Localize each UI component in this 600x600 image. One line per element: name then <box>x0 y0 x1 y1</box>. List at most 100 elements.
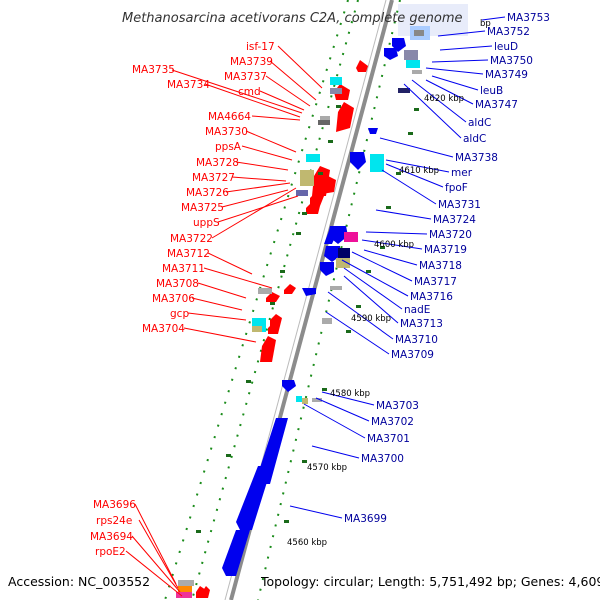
feature-box <box>176 592 192 598</box>
feature-box <box>302 398 308 404</box>
feature-box <box>406 60 420 68</box>
label-connector-left <box>125 550 183 597</box>
gene-arrow-reverse <box>236 466 272 530</box>
features-layer <box>176 26 430 598</box>
track-tick <box>366 270 371 273</box>
feature-box <box>370 154 384 172</box>
kbp-mark-4600: 4600 kbp <box>374 240 414 250</box>
label-connector-left <box>231 176 287 182</box>
label-connector-left <box>203 267 273 289</box>
gene-label-left: MA3737 <box>224 71 267 83</box>
gene-label-right: MA3750 <box>490 55 533 67</box>
kbp-mark-4590: 4590 kbp <box>351 314 391 324</box>
gene-label-left: MA3735 <box>132 64 175 76</box>
label-connector-right <box>437 30 486 37</box>
track-tick <box>226 454 231 457</box>
gene-label-left: MA3694 <box>90 531 133 543</box>
track-tick <box>322 388 327 391</box>
track-tick <box>336 105 341 108</box>
label-connector-right <box>363 249 418 266</box>
label-connector-left <box>221 189 289 208</box>
gene-arrow-forward <box>322 176 336 194</box>
label-connector-left <box>183 327 257 343</box>
track-tick <box>380 246 385 249</box>
highlight-region <box>398 4 468 36</box>
gene-label-right: mer <box>451 167 473 179</box>
feature-box <box>330 286 342 290</box>
track-tick <box>246 380 251 383</box>
label-connector-right <box>411 79 467 123</box>
label-connector-left <box>241 145 293 161</box>
outer-track-dots <box>257 0 401 600</box>
gene-label-right: MA3716 <box>410 291 453 303</box>
label-connector-left <box>235 161 289 171</box>
gene-arrow-reverse <box>320 262 334 276</box>
gene-label-left: MA3725 <box>181 202 224 214</box>
label-connector-left <box>211 187 297 239</box>
gene-arrow-reverse <box>384 48 398 60</box>
label-connector-right <box>289 505 343 519</box>
gene-arrow-forward <box>284 284 296 294</box>
feature-box <box>252 326 262 332</box>
gene-label-right: MA3724 <box>433 214 476 226</box>
label-connector-right <box>341 259 409 297</box>
label-connector-left <box>191 297 243 311</box>
gene-arrow-reverse <box>368 128 378 134</box>
gene-label-right: MA3709 <box>391 349 434 361</box>
feature-box <box>296 396 302 402</box>
track-tick <box>302 460 307 463</box>
feature-box <box>330 77 342 85</box>
gene-label-left: rps24e <box>96 515 132 527</box>
gene-arrow-forward <box>310 192 324 206</box>
gene-arrow-forward <box>306 202 320 214</box>
label-connector-right <box>303 403 366 439</box>
partial-bp-mark: bp <box>480 19 491 29</box>
gene-label-left: MA3696 <box>93 499 136 511</box>
kbp-mark-4580: 4580 kbp <box>330 389 370 399</box>
track-tick <box>346 330 351 333</box>
feature-box <box>338 248 350 258</box>
track-tick <box>356 305 361 308</box>
gene-label-left: MA3722 <box>170 233 213 245</box>
gene-label-right: leuB <box>480 85 503 97</box>
feature-box <box>404 50 418 60</box>
label-lines-layer <box>125 16 506 597</box>
label-connector-left <box>265 75 311 107</box>
feature-box <box>344 232 358 242</box>
feature-box <box>322 318 332 324</box>
gene-arrow-forward <box>356 60 368 72</box>
feature-box <box>296 190 308 196</box>
track-tick <box>408 132 413 135</box>
map-title: Methanosarcina acetivorans C2A, complete… <box>122 11 463 26</box>
label-connector-right <box>425 67 484 75</box>
label-connector-right <box>425 79 474 105</box>
track-tick <box>386 206 391 209</box>
feature-box <box>306 154 320 162</box>
gene-arrow-reverse <box>324 226 340 244</box>
gene-label-right: MA3731 <box>438 199 481 211</box>
gene-label-left: MA3706 <box>152 293 195 305</box>
feature-box <box>398 88 410 93</box>
gene-arrow-forward <box>202 586 210 598</box>
label-connector-right <box>385 159 450 173</box>
label-connector-right <box>361 239 423 250</box>
label-connector-left <box>204 83 301 118</box>
topology-text: Topology: circular; Length: 5,751,492 bp… <box>260 574 600 589</box>
gene-arrow-forward <box>266 292 280 302</box>
label-connector-left <box>197 282 247 299</box>
label-connector-right <box>343 267 403 310</box>
track-tick <box>328 140 333 143</box>
gene-label-right: MA3713 <box>400 318 443 330</box>
gene-label-right: MA3699 <box>344 513 387 525</box>
gene-label-right: leuD <box>494 41 518 53</box>
gene-label-right: nadE <box>404 304 430 316</box>
gene-label-left: MA3711 <box>162 263 205 275</box>
gene-label-right: fpoF <box>445 182 468 194</box>
label-connector-right <box>321 391 375 406</box>
gene-arrow-reverse <box>350 152 366 170</box>
label-connector-right <box>403 83 462 139</box>
feature-box <box>258 288 272 294</box>
inner-track-dots <box>191 0 359 600</box>
gene-label-left: uppS <box>193 217 220 229</box>
